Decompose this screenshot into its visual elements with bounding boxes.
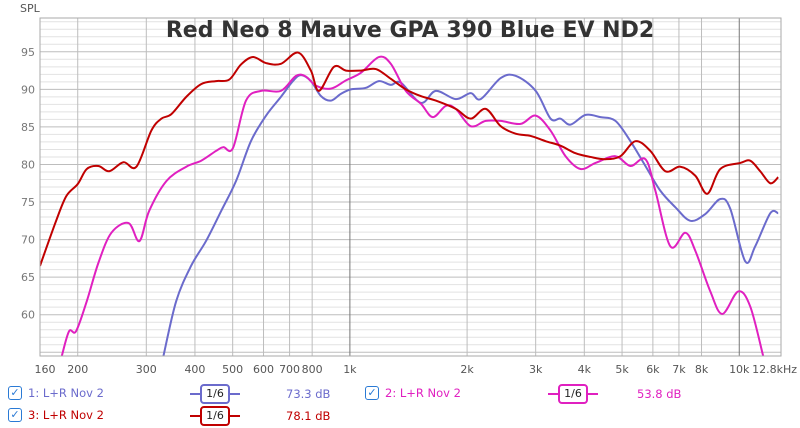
series-3-label: 3: L+R Nov 2 <box>28 408 104 422</box>
series-2-value: 53.8 dB <box>637 387 682 401</box>
legend-row-3: ✓ 3: L+R Nov 2 <box>8 405 104 425</box>
x-tick-label: 600 <box>253 363 274 376</box>
y-axis-label: SPL <box>20 2 41 15</box>
y-tick-label: 80 <box>21 158 35 171</box>
series-1-label: 1: L+R Nov 2 <box>28 386 104 400</box>
x-tick-label: 300 <box>136 363 157 376</box>
series-3-smoothing-button[interactable]: 1/6 <box>190 406 240 426</box>
series-1-checkbox[interactable]: ✓ <box>8 386 22 400</box>
x-tick-label: 7k <box>672 363 686 376</box>
series-3-value: 78.1 dB <box>286 409 331 423</box>
x-tick-label: 5k <box>615 363 629 376</box>
x-tick-label: 6k <box>646 363 660 376</box>
x-tick-label: 500 <box>222 363 243 376</box>
y-tick-label: 75 <box>21 196 35 209</box>
series-line-2 <box>60 55 765 356</box>
x-tick-label: 800 <box>302 363 323 376</box>
x-tick-label: 2k <box>460 363 474 376</box>
x-tick-label: 12.8kHz <box>752 363 797 376</box>
x-tick-label: 8k <box>695 363 709 376</box>
x-tick-label: 10k <box>729 363 750 376</box>
y-tick-label: 95 <box>21 46 35 59</box>
series-1-value: 73.3 dB <box>286 387 331 401</box>
x-tick-label: 160 <box>35 363 56 376</box>
legend-row-2: ✓ 2: L+R Nov 2 <box>365 383 461 403</box>
chart-title: Red Neo 8 Mauve GPA 390 Blue EV ND2 <box>166 18 654 43</box>
x-tick-label: 400 <box>184 363 205 376</box>
x-tick-label: 3k <box>529 363 543 376</box>
x-tick-label: 4k <box>578 363 592 376</box>
plot-frame <box>39 17 782 357</box>
y-tick-label: 90 <box>21 83 35 96</box>
series-line-1 <box>162 73 779 356</box>
y-tick-label: 65 <box>21 271 35 284</box>
series-2-label: 2: L+R Nov 2 <box>385 386 461 400</box>
x-tick-label: 200 <box>67 363 88 376</box>
x-tick-label: 1k <box>343 363 357 376</box>
series-3-checkbox[interactable]: ✓ <box>8 408 22 422</box>
series-line-3 <box>40 51 779 267</box>
grid <box>40 18 781 356</box>
y-tick-label: 60 <box>21 309 35 322</box>
y-tick-label: 70 <box>21 234 35 247</box>
series-2-checkbox[interactable]: ✓ <box>365 386 379 400</box>
series-2-smoothing-button[interactable]: 1/6 <box>548 384 598 404</box>
y-tick-label: 85 <box>21 121 35 134</box>
legend-row-1: ✓ 1: L+R Nov 2 <box>8 383 104 403</box>
series-1-smoothing-button[interactable]: 1/6 <box>190 384 240 404</box>
x-tick-label: 700 <box>279 363 300 376</box>
